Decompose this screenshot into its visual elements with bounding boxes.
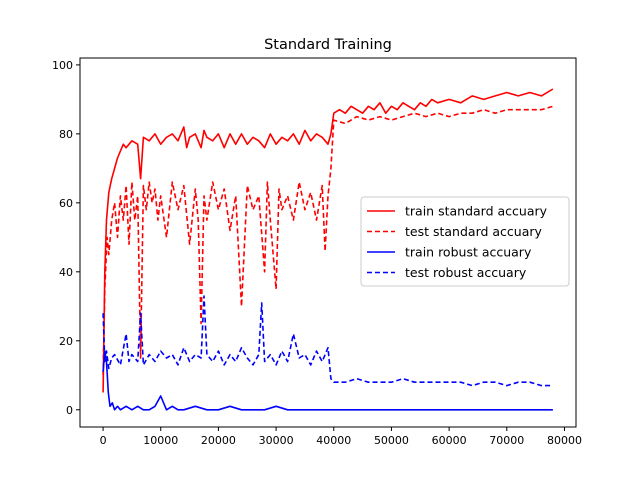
- y-tick-label: 0: [66, 404, 73, 417]
- series-line-3: [102, 295, 553, 387]
- y-tick-label: 80: [59, 128, 73, 141]
- legend-label-3: test robust accuary: [405, 265, 527, 280]
- x-tick-label: 10000: [143, 434, 178, 447]
- y-tick-label: 100: [52, 59, 73, 72]
- x-tick-label: 70000: [489, 434, 524, 447]
- series-layer: [102, 88, 554, 411]
- legend-label-2: train robust accuary: [405, 245, 532, 260]
- chart-title: Standard Training: [264, 37, 392, 53]
- x-tick-label: 0: [100, 434, 107, 447]
- legend: train standard accuary test standard accu…: [360, 196, 570, 287]
- series-line-0: [102, 88, 554, 393]
- x-tick-label: 20000: [201, 434, 236, 447]
- ticks-layer: 0 10000 20000 30000 40000 50000 60000 70000 8000…: [52, 59, 582, 447]
- y-tick-label: 20: [59, 335, 73, 348]
- legend-label-0: train standard accuary: [405, 204, 548, 219]
- x-tick-label: 30000: [259, 434, 294, 447]
- y-tick-label: 40: [59, 266, 73, 279]
- x-tick-label: 50000: [374, 434, 409, 447]
- y-tick-label: 60: [59, 197, 73, 210]
- legend-label-1: test standard accuary: [405, 224, 543, 239]
- x-tick-label: 80000: [547, 434, 582, 447]
- plot-frame: [79, 57, 577, 428]
- x-tick-label: 40000: [316, 434, 351, 447]
- legend-box: [360, 196, 570, 287]
- series-line-2: [102, 350, 553, 411]
- x-tick-label: 60000: [432, 434, 467, 447]
